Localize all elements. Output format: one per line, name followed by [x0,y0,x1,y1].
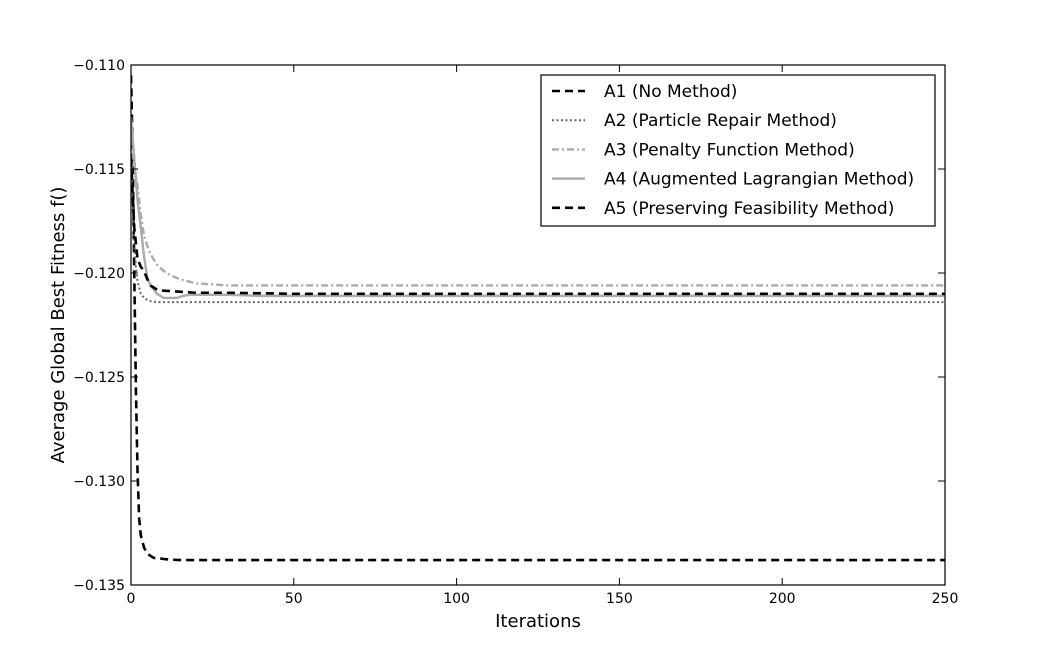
y-axis-label: Average Global Best Fitness f() [48,187,69,464]
legend-label-a5: A5 (Preserving Feasibility Method) [604,199,894,219]
series-line-a3 [131,137,945,287]
series-line-a4 [131,116,945,300]
series-line-a5 [131,158,945,296]
x-tick-label: 0 [127,591,136,607]
x-tick-label: 150 [606,591,633,607]
y-tick-label: −0.120 [73,266,125,282]
y-tick-label: −0.135 [73,578,125,594]
series-line-a2 [131,116,945,304]
legend-box [540,74,936,227]
plot-frame [130,64,946,586]
series-layer [131,75,945,562]
x-tick-label: 100 [443,591,470,607]
x-axis-label: Iterations [495,611,581,632]
legend-items: A1 (No Method) A2 (Particle Repair Method… [552,82,914,219]
legend-label-a3: A3 (Penalty Function Method) [604,140,855,160]
legend-label-a1: A1 (No Method) [604,82,737,102]
x-tick-label: 250 [932,591,959,607]
y-tick-label: −0.110 [73,58,125,74]
y-tick-label: −0.115 [73,162,125,178]
y-tick-label: −0.125 [73,370,125,386]
x-tick-label: 200 [769,591,796,607]
x-tick-label: 50 [285,591,303,607]
series-line-a1 [131,75,945,562]
legend: A1 (No Method) A2 (Particle Repair Method… [540,74,936,227]
tick-layer: 0 50 100 150 200 250 −0.110 −0.115 −0.120 −0.125 −… [73,58,958,607]
legend-label-a4: A4 (Augmented Lagrangian Method) [604,170,914,190]
legend-label-a2: A2 (Particle Repair Method) [604,111,837,131]
y-tick-label: −0.130 [73,474,125,490]
